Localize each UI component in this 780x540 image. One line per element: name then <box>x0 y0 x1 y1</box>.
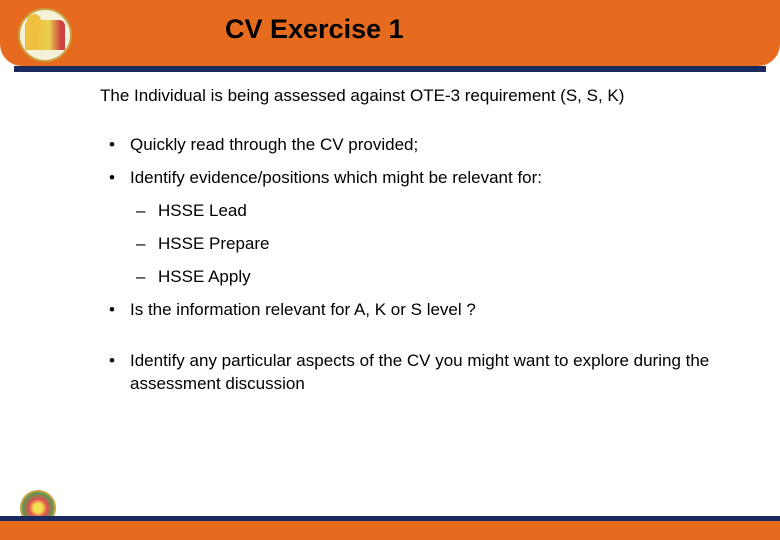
subtitle-text: The Individual is being assessed against… <box>100 86 720 106</box>
bullet-list: Identify any particular aspects of the C… <box>100 350 720 396</box>
bullet-text: Identify any particular aspects of the C… <box>130 351 709 393</box>
content-area: The Individual is being assessed against… <box>100 86 720 406</box>
footer-bar <box>0 516 780 540</box>
safety-logo-icon <box>18 8 72 62</box>
bullet-list: Quickly read through the CV provided; Id… <box>100 134 720 322</box>
list-item: Quickly read through the CV provided; <box>100 134 720 157</box>
sub-list-item: HSSE Lead <box>130 200 720 223</box>
bullet-text: Identify evidence/positions which might … <box>130 168 542 187</box>
list-item: Identify evidence/positions which might … <box>100 167 720 289</box>
bullet-text: Is the information relevant for A, K or … <box>130 300 476 319</box>
sub-list-item: HSSE Prepare <box>130 233 720 256</box>
slide-container: CV Exercise 1 The Individual is being as… <box>0 0 780 540</box>
list-item: Identify any particular aspects of the C… <box>100 350 720 396</box>
list-item: Is the information relevant for A, K or … <box>100 299 720 322</box>
sub-list-item: HSSE Apply <box>130 266 720 289</box>
sub-bullet-list: HSSE Lead HSSE Prepare HSSE Apply <box>130 200 720 289</box>
header-divider <box>14 66 766 72</box>
header-bar: CV Exercise 1 <box>0 0 780 66</box>
bullet-text: Quickly read through the CV provided; <box>130 135 418 154</box>
slide-title: CV Exercise 1 <box>225 14 404 45</box>
